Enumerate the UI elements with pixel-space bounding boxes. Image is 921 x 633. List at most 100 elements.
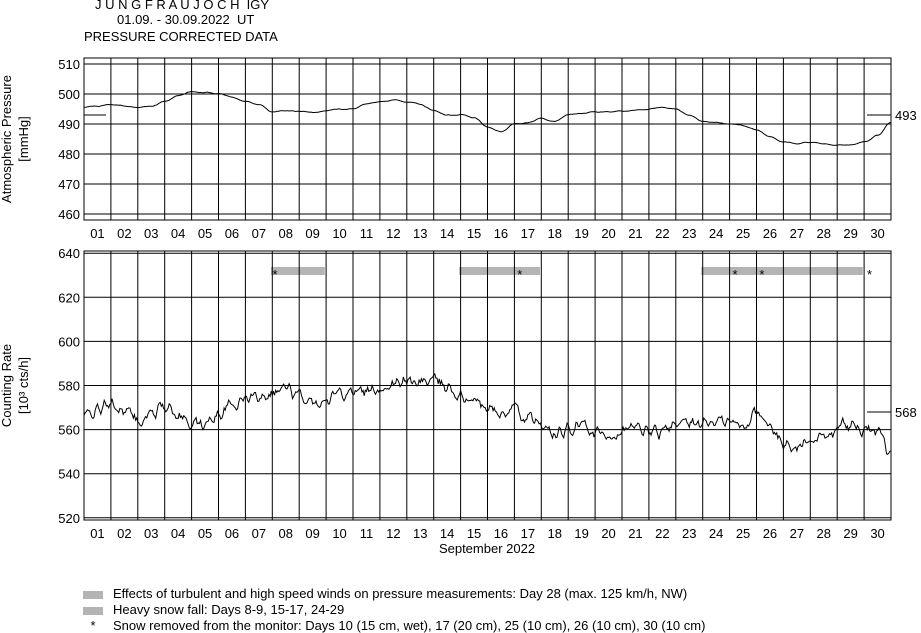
x-tick-label: 03 <box>144 526 158 541</box>
x-tick-label: 08 <box>279 226 293 241</box>
x-tick-label: 11 <box>360 226 374 241</box>
x-tick-label: 22 <box>655 226 669 241</box>
x-tick-label: 02 <box>117 226 131 241</box>
x-tick-label: 20 <box>601 526 615 541</box>
y-tick-label: 540 <box>58 467 80 482</box>
x-tick-label: 29 <box>843 526 857 541</box>
snow-band <box>701 267 863 275</box>
x-tick-label: 24 <box>709 226 723 241</box>
y-tick-label: 510 <box>58 57 80 72</box>
y-tick-label: 460 <box>58 207 80 222</box>
x-tick-label: 27 <box>790 526 804 541</box>
x-tick-label: 09 <box>305 226 319 241</box>
y-axis-unit: [mmHg] <box>16 116 31 162</box>
x-tick-label: 14 <box>440 226 454 241</box>
x-tick-label: 29 <box>843 226 857 241</box>
x-tick-label: 21 <box>628 226 642 241</box>
legend-star-marker: * <box>90 618 96 633</box>
x-tick-label: 30 <box>870 226 884 241</box>
legend-text: Heavy snow fall: Days 8-9, 15-17, 24-29 <box>113 602 345 617</box>
y-tick-label: 490 <box>58 117 80 132</box>
x-tick-label: 28 <box>817 226 831 241</box>
x-tick-label: 02 <box>117 526 131 541</box>
x-tick-label: 11 <box>360 526 374 541</box>
x-tick-label: 18 <box>548 226 562 241</box>
x-tick-label: 21 <box>628 526 642 541</box>
x-tick-label: 06 <box>225 526 239 541</box>
x-tick-label: 12 <box>386 526 400 541</box>
x-tick-label: 17 <box>521 226 535 241</box>
y-tick-label: 600 <box>58 334 80 349</box>
x-tick-label: 16 <box>494 226 508 241</box>
x-tick-label: 04 <box>171 226 185 241</box>
station-title: J U N G F R A U J O C H IGY <box>95 0 270 12</box>
x-tick-label: 24 <box>709 526 723 541</box>
x-tick-label: 03 <box>144 226 158 241</box>
x-tick-label: 15 <box>467 526 481 541</box>
x-tick-label: 01 <box>90 526 104 541</box>
x-tick-label: 19 <box>574 526 588 541</box>
x-tick-label: 13 <box>413 526 427 541</box>
legend-text: Effects of turbulent and high speed wind… <box>113 586 688 601</box>
legend-band-swatch <box>83 590 103 599</box>
x-tick-label: 08 <box>279 526 293 541</box>
charts-canvas: 460 470 480 490 500 510 01 02 03 04 05 06 07 08 09 10 11… <box>0 57 917 556</box>
reference-label: 568 <box>895 405 917 420</box>
y-tick-label: 470 <box>58 177 80 192</box>
x-tick-label: 10 <box>332 526 346 541</box>
counting-rate-panel: 520 540 560 580 600 620 640 01 02 03 04 05 06 07 08 09 1… <box>0 246 917 556</box>
data-series-line <box>84 91 892 146</box>
y-axis-title: Counting Rate <box>0 344 14 427</box>
y-tick-label: 480 <box>58 147 80 162</box>
x-tick-label: 30 <box>870 526 884 541</box>
y-axis-unit: [10³ cts/h] <box>16 357 31 414</box>
x-axis-title: September 2022 <box>439 541 535 556</box>
x-tick-label: 25 <box>736 526 750 541</box>
x-tick-label: 07 <box>252 226 266 241</box>
legend-text: Snow removed from the monitor: Days 10 (… <box>113 618 706 633</box>
x-tick-label: 28 <box>817 526 831 541</box>
legend-item-snowfall: Heavy snow fall: Days 8-9, 15-17, 24-29 <box>83 603 344 617</box>
data-series-line <box>83 372 892 456</box>
x-tick-label: 26 <box>763 226 777 241</box>
legend-item-wind: Effects of turbulent and high speed wind… <box>83 587 687 601</box>
x-tick-label: 13 <box>413 226 427 241</box>
x-tick-label: 23 <box>682 526 696 541</box>
x-tick-label: 05 <box>198 526 212 541</box>
y-tick-label: 560 <box>58 423 80 438</box>
x-tick-label: 20 <box>601 226 615 241</box>
period-label: 01.09. - 30.09.2022 UT <box>117 12 255 27</box>
x-tick-label: 23 <box>682 226 696 241</box>
x-tick-label: 25 <box>736 226 750 241</box>
x-tick-label: 26 <box>763 526 777 541</box>
legend-item-snow-removed: * Snow removed from the monitor: Days 10 … <box>83 619 705 633</box>
y-tick-label: 620 <box>58 290 80 305</box>
x-tick-label: 09 <box>305 526 319 541</box>
x-tick-label: 07 <box>252 526 266 541</box>
x-tick-label: 10 <box>332 226 346 241</box>
y-axis-title: Atmospheric Pressure <box>0 75 14 203</box>
legend-band-swatch <box>83 606 103 615</box>
x-tick-label: 14 <box>440 526 454 541</box>
subtitle: PRESSURE CORRECTED DATA <box>84 29 278 44</box>
snow-removed-marker: * <box>272 267 277 282</box>
snow-band <box>270 267 325 275</box>
x-tick-label: 06 <box>225 226 239 241</box>
x-tick-label: 17 <box>521 526 535 541</box>
x-tick-label: 05 <box>198 226 212 241</box>
x-tick-label: 15 <box>467 226 481 241</box>
x-tick-label: 22 <box>655 526 669 541</box>
y-tick-label: 580 <box>58 379 80 394</box>
pressure-panel: 460 470 480 490 500 510 01 02 03 04 05 06 07 08 09 10 11… <box>0 57 917 241</box>
x-tick-label: 01 <box>90 226 104 241</box>
x-tick-label: 04 <box>171 526 185 541</box>
y-tick-label: 640 <box>58 246 80 261</box>
snow-band <box>459 267 540 275</box>
reference-label: 493 <box>895 108 917 123</box>
snow-removed-marker: * <box>867 267 872 282</box>
snow-removed-marker: * <box>732 267 737 282</box>
y-tick-label: 520 <box>58 511 80 526</box>
snow-removed-marker: * <box>759 267 764 282</box>
x-tick-label: 16 <box>494 526 508 541</box>
x-tick-label: 27 <box>790 226 804 241</box>
